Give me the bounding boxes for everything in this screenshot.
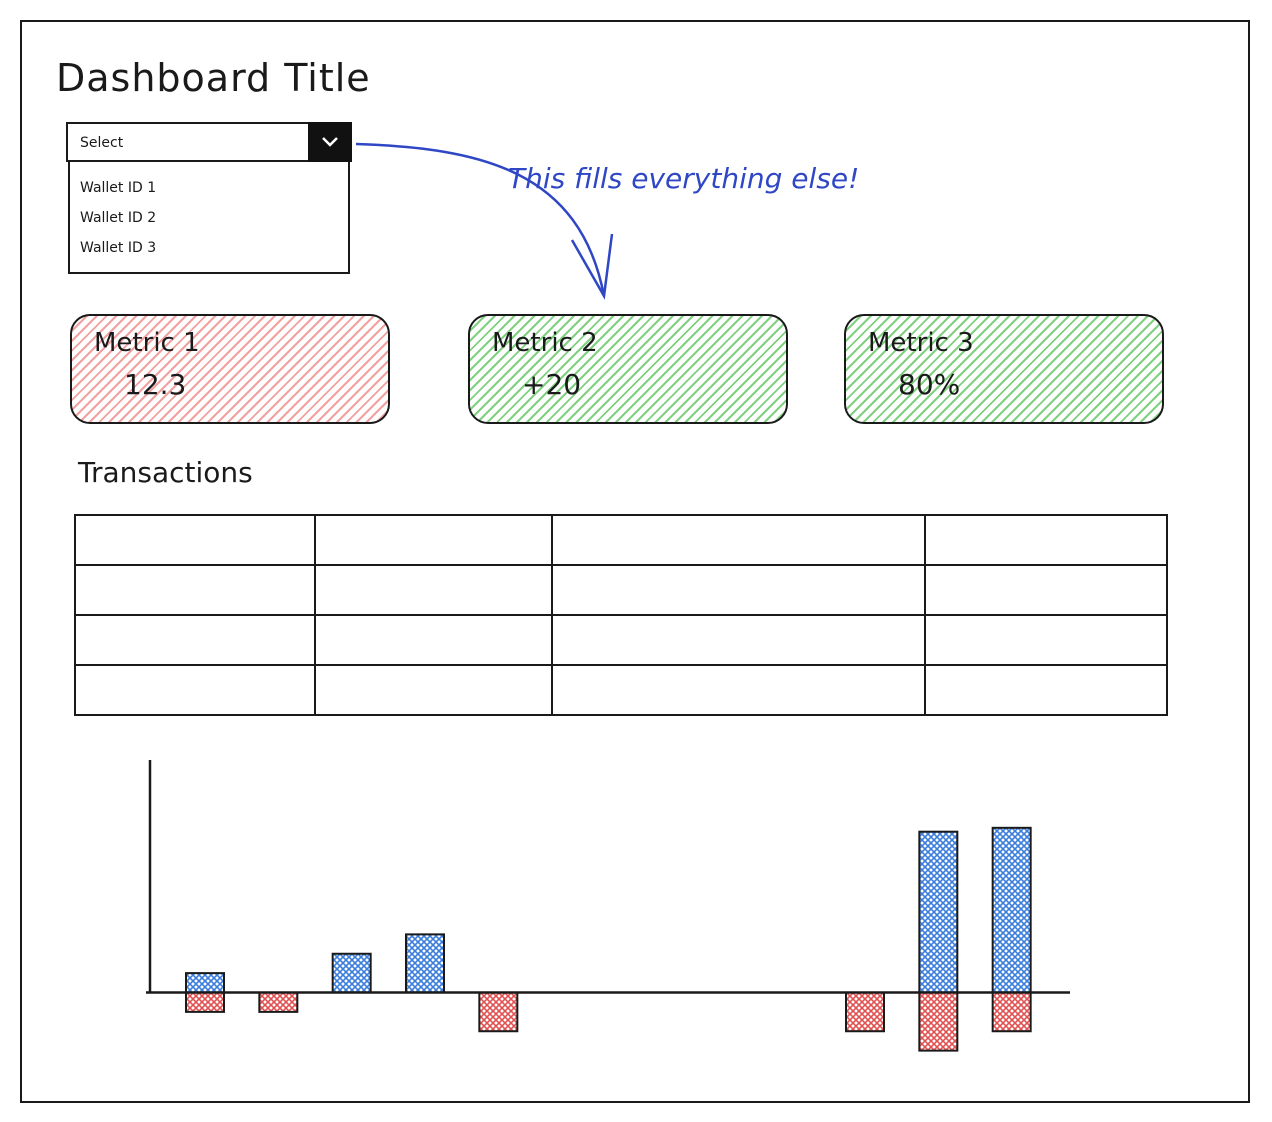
positive-bar [186,973,224,992]
table-cell [315,565,553,615]
transactions-table [74,514,1168,716]
table-cell [925,515,1167,565]
table-cell [315,515,553,565]
negative-bar [186,993,224,1012]
metric-value: +20 [522,368,581,401]
table-cell [75,665,315,715]
table-row[interactable] [75,615,1167,665]
wallet-option[interactable]: Wallet ID 1 [70,176,348,206]
table-cell [925,665,1167,715]
wallet-select-field[interactable]: Select [66,122,352,162]
table-cell [552,565,925,615]
metric-card-1: Metric 1 12.3 [70,314,390,424]
table-cell [315,665,553,715]
annotation-note: This fills everything else! [508,162,859,195]
table-cell [925,615,1167,665]
metric-card-3: Metric 3 80% [844,314,1164,424]
wallet-select-list: Wallet ID 1 Wallet ID 2 Wallet ID 3 [68,162,350,274]
table-row[interactable] [75,665,1167,715]
table-cell [75,565,315,615]
wallet-select[interactable]: Select Wallet ID 1 Wallet ID 2 Wallet ID… [66,122,352,274]
table-cell [925,565,1167,615]
table-cell [75,615,315,665]
metric-label: Metric 2 [492,328,598,358]
positive-bar [406,934,444,992]
table-cell [552,665,925,715]
table-cell [552,515,925,565]
positive-bar [333,954,371,993]
wallet-select-placeholder: Select [80,135,123,151]
chevron-down-icon[interactable] [308,122,352,162]
metric-card-2: Metric 2 +20 [468,314,788,424]
wallet-option[interactable]: Wallet ID 2 [70,206,348,236]
negative-bar [846,993,884,1032]
negative-bar [993,993,1031,1032]
negative-bar [919,993,957,1051]
positive-bar [993,828,1031,993]
metric-label: Metric 3 [868,328,974,358]
positive-bar [919,832,957,993]
transactions-bar-chart [130,750,1090,1080]
metric-value: 12.3 [124,368,186,401]
page-title: Dashboard Title [56,56,371,100]
table-row[interactable] [75,565,1167,615]
negative-bar [259,993,297,1012]
table-cell [552,615,925,665]
table-row[interactable] [75,515,1167,565]
wallet-option[interactable]: Wallet ID 3 [70,236,348,266]
metric-label: Metric 1 [94,328,200,358]
annotation-arrow-icon [350,130,630,310]
transactions-title: Transactions [78,456,253,489]
table-cell [315,615,553,665]
metric-value: 80% [898,368,960,401]
negative-bar [479,993,517,1032]
table-cell [75,515,315,565]
